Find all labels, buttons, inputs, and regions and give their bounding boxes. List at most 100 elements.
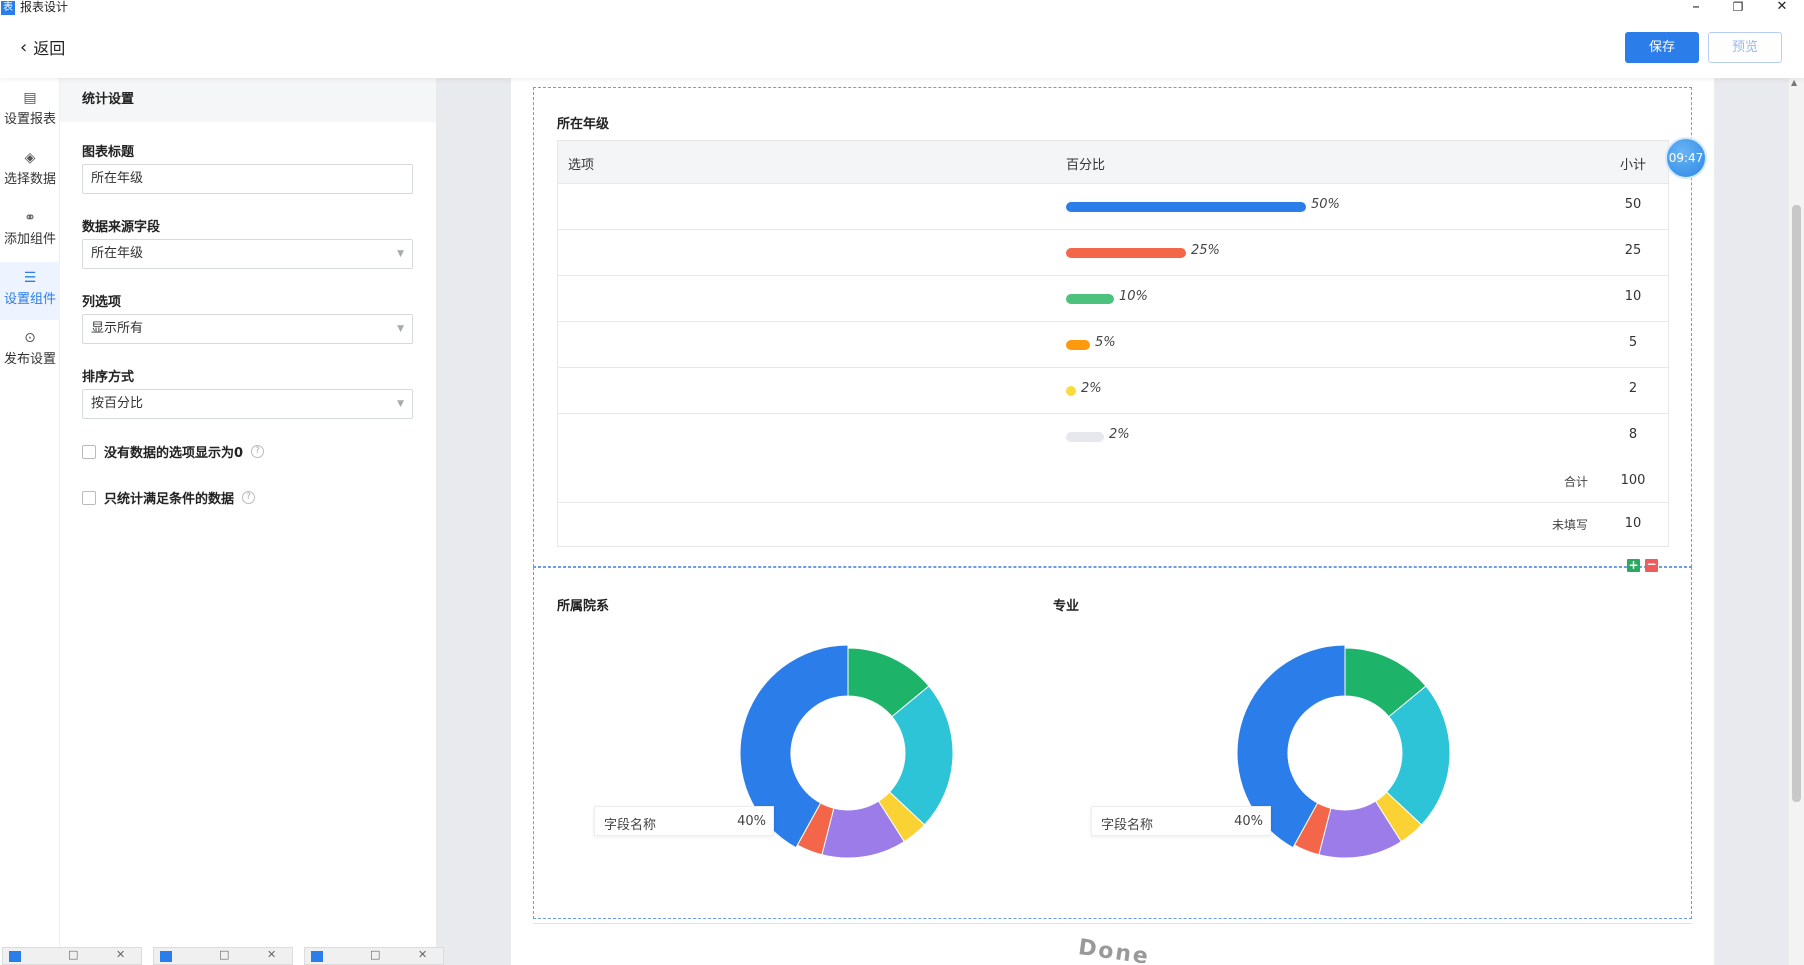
chart-tooltip-left: 字段名称 40% (594, 806, 774, 836)
close-icon[interactable]: ✕ (116, 948, 126, 961)
minimize-icon[interactable]: – (1692, 0, 1700, 15)
caret-down-icon: ▼ (397, 399, 404, 409)
nav-label: 设置报表 (3, 112, 56, 127)
add-block-icon[interactable]: + (1627, 558, 1640, 572)
nav-label: 选择数据 (3, 172, 56, 187)
settings-panel: 统计设置 图表标题 所在年级 数据来源字段 所在年级 ▼ 列选项 显示所有 ▼ … (60, 78, 436, 965)
taskbar: □ ✕ □ ✕ □ ✕ (0, 943, 460, 965)
chart-title-label: 图表标题 (82, 145, 135, 160)
tooltip-value: 40% (737, 814, 766, 829)
donut-chart-left (739, 644, 954, 859)
chart-title-input[interactable]: 所在年级 (82, 164, 413, 194)
close-icon[interactable]: ✕ (418, 948, 428, 961)
filter-checkbox-row: 只统计满足条件的数据 ? (82, 488, 256, 507)
table-row: 5% 5 (558, 322, 1668, 368)
nav-item-select-data[interactable]: ◈ 选择数据 (0, 142, 60, 200)
close-icon[interactable]: ✕ (1776, 0, 1788, 14)
minimize-icon[interactable]: □ (68, 948, 79, 961)
help-icon[interactable]: ? (242, 491, 256, 504)
scrollbar-thumb[interactable] (1792, 205, 1801, 802)
chevron-left-icon: ‹ (20, 36, 28, 58)
chart-right-title: 专业 (1053, 599, 1080, 614)
publish-icon: ⊙ (24, 330, 36, 346)
percent-bar (1066, 248, 1186, 258)
caret-down-icon: ▼ (397, 249, 404, 259)
minimize-icon[interactable]: □ (219, 948, 230, 961)
minimize-icon[interactable]: □ (370, 948, 381, 961)
sliders-icon: ☰ (23, 270, 37, 286)
unfilled-value: 10 (1624, 516, 1642, 531)
app-icon: 表 (1, 1, 15, 15)
layers-icon: ◈ (24, 150, 36, 166)
percent-bar (1066, 386, 1076, 396)
header-subtotal: 小计 (1619, 158, 1646, 173)
count-value: 50 (1624, 197, 1642, 212)
next-block[interactable] (533, 923, 1692, 965)
taskbar-item[interactable]: □ ✕ (2, 947, 142, 965)
column-option-value: 显示所有 (91, 321, 144, 336)
percent-label: 25% (1191, 243, 1220, 258)
source-field-value: 所在年级 (91, 246, 144, 261)
back-label: 返回 (33, 39, 66, 58)
count-value: 10 (1624, 289, 1642, 304)
panel-title: 统计设置 (60, 78, 436, 122)
timer-badge[interactable]: 09:47 (1665, 137, 1707, 179)
percent-label: 50% (1311, 197, 1340, 212)
source-field-select[interactable]: 所在年级 ▼ (82, 239, 413, 269)
left-nav: ▤ 设置报表 ◈ 选择数据 ⚭ 添加组件 ☰ 设置组件 ⊙ 发布设置 (0, 78, 60, 965)
taskbar-item[interactable]: □ ✕ (153, 947, 293, 965)
stat-table: 选项 百分比 小计 50% 50 25% 25 10% 10 5% 5 2% 2 2% 8 合计 10… (557, 140, 1669, 547)
back-button[interactable]: ‹ 返回 (20, 35, 65, 59)
percent-bar (1066, 294, 1114, 304)
table-title: 所在年级 (557, 117, 610, 132)
remove-block-icon[interactable]: − (1645, 557, 1658, 572)
restore-icon[interactable]: ❐ (1732, 0, 1744, 14)
donut-chart-right (1236, 644, 1451, 859)
percent-bar (1066, 432, 1104, 442)
column-option-select[interactable]: 显示所有 ▼ (82, 314, 413, 344)
nav-item-report-settings[interactable]: ▤ 设置报表 (0, 82, 60, 140)
unfilled-label: 未填写 (1551, 518, 1588, 532)
nav-label: 设置组件 (3, 292, 56, 307)
count-value: 8 (1628, 427, 1638, 442)
source-field-label: 数据来源字段 (82, 220, 161, 235)
grade-stat-block[interactable] (533, 87, 1692, 567)
tooltip-label: 字段名称 (604, 818, 657, 833)
donut-slice[interactable] (1236, 644, 1346, 849)
sort-label: 排序方式 (82, 370, 135, 385)
scroll-up-icon[interactable]: ▲ (1791, 78, 1798, 87)
nav-item-publish-settings[interactable]: ⊙ 发布设置 (0, 322, 60, 380)
table-row: 2% 2 (558, 368, 1668, 414)
help-icon[interactable]: ? (251, 445, 265, 458)
page-header: ‹ 返回 保存 预览 (0, 17, 1804, 78)
nav-item-add-component[interactable]: ⚭ 添加组件 (0, 202, 60, 260)
count-value: 2 (1628, 381, 1638, 396)
percent-label: 5% (1095, 335, 1116, 350)
sort-select[interactable]: 按百分比 ▼ (82, 389, 413, 419)
header-option: 选项 (568, 158, 595, 173)
table-header: 选项 百分比 小计 (558, 141, 1668, 184)
app-icon (160, 951, 172, 962)
filter-checkbox[interactable] (82, 490, 96, 505)
table-row: 50% 50 (558, 184, 1668, 230)
column-option-label: 列选项 (82, 295, 122, 310)
nav-item-component-settings[interactable]: ☰ 设置组件 (0, 262, 60, 320)
total-row: 合计 100 (558, 460, 1668, 503)
nav-label: 发布设置 (3, 352, 56, 367)
count-value: 25 (1624, 243, 1642, 258)
preview-button[interactable]: 预览 (1708, 32, 1782, 63)
pie-charts-block[interactable] (533, 567, 1692, 919)
zero-option-label: 没有数据的选项显示为0 (104, 446, 244, 461)
chart-left-title: 所属院系 (557, 599, 610, 614)
taskbar-item[interactable]: □ ✕ (304, 947, 444, 965)
save-button[interactable]: 保存 (1625, 32, 1699, 63)
nav-label: 添加组件 (3, 232, 56, 247)
app-icon (9, 951, 21, 962)
donut-slice[interactable] (739, 644, 849, 849)
close-icon[interactable]: ✕ (267, 948, 277, 961)
header-percent: 百分比 (1066, 158, 1106, 173)
zero-option-checkbox[interactable] (82, 444, 96, 459)
chart-tooltip-right: 字段名称 40% (1091, 806, 1271, 836)
filter-label: 只统计满足条件的数据 (104, 492, 235, 507)
tooltip-value: 40% (1234, 814, 1263, 829)
